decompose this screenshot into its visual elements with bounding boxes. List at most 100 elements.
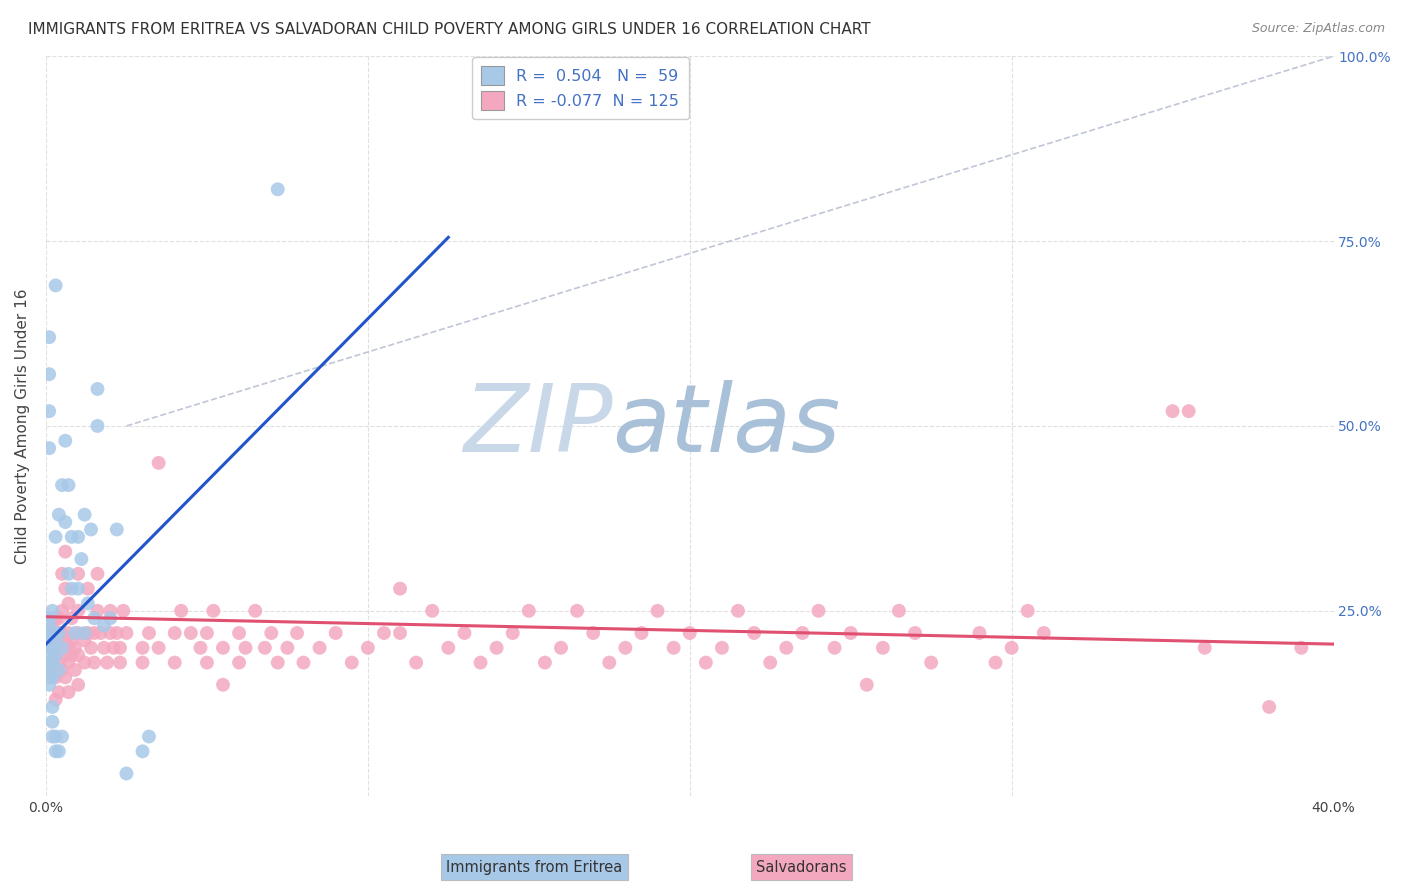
Point xyxy=(96,656,118,670)
Point xyxy=(235,640,257,655)
Point xyxy=(470,656,492,670)
Y-axis label: Child Poverty Among Girls Under 16: Child Poverty Among Girls Under 16 xyxy=(15,288,30,564)
Point xyxy=(775,640,797,655)
Point xyxy=(887,604,910,618)
Point xyxy=(1017,604,1039,618)
Point xyxy=(51,730,73,744)
Point xyxy=(267,182,290,196)
Point xyxy=(60,530,83,544)
Point xyxy=(969,626,991,640)
Point xyxy=(93,640,115,655)
Point xyxy=(253,640,276,655)
Point xyxy=(190,640,212,655)
Point xyxy=(86,419,108,434)
Point xyxy=(437,640,460,655)
Point xyxy=(41,626,63,640)
Point xyxy=(51,640,73,655)
Point xyxy=(872,640,894,655)
Point xyxy=(53,515,76,529)
Point xyxy=(245,604,267,618)
Point xyxy=(63,640,86,655)
Point xyxy=(170,604,193,618)
Point xyxy=(38,330,60,344)
Point xyxy=(163,656,186,670)
Point xyxy=(792,626,814,640)
Point xyxy=(80,640,103,655)
Point xyxy=(38,611,60,625)
Point xyxy=(389,626,412,640)
Point xyxy=(373,626,395,640)
Point xyxy=(63,663,86,677)
Point xyxy=(67,530,90,544)
Point xyxy=(582,626,605,640)
Point xyxy=(48,626,70,640)
Point xyxy=(38,626,60,640)
Point xyxy=(550,640,572,655)
Point xyxy=(60,582,83,596)
Point xyxy=(58,640,80,655)
Point xyxy=(920,656,942,670)
Point xyxy=(86,604,108,618)
Point xyxy=(45,530,67,544)
Point xyxy=(41,626,63,640)
Point xyxy=(389,582,412,596)
Point xyxy=(51,566,73,581)
Point xyxy=(51,640,73,655)
Point xyxy=(45,730,67,744)
Point xyxy=(598,656,620,670)
Point xyxy=(45,611,67,625)
Point xyxy=(41,604,63,618)
Point xyxy=(695,656,717,670)
Text: atlas: atlas xyxy=(613,381,841,472)
Point xyxy=(53,648,76,663)
Point xyxy=(58,656,80,670)
Point xyxy=(984,656,1007,670)
Point xyxy=(41,730,63,744)
Point xyxy=(131,744,153,758)
Point xyxy=(38,367,60,381)
Point xyxy=(614,640,637,655)
Point xyxy=(53,434,76,448)
Point xyxy=(60,611,83,625)
Point xyxy=(58,626,80,640)
Point xyxy=(51,478,73,492)
Point xyxy=(502,626,524,640)
Point xyxy=(48,663,70,677)
Point xyxy=(48,626,70,640)
Point xyxy=(727,604,749,618)
Point xyxy=(839,626,862,640)
Point xyxy=(48,611,70,625)
Point xyxy=(1291,640,1313,655)
Point xyxy=(67,582,90,596)
Point xyxy=(41,640,63,655)
Point xyxy=(83,656,105,670)
Point xyxy=(855,678,877,692)
Point xyxy=(105,626,128,640)
Point xyxy=(48,685,70,699)
Point xyxy=(53,544,76,558)
Point xyxy=(41,656,63,670)
Point xyxy=(325,626,347,640)
Text: Source: ZipAtlas.com: Source: ZipAtlas.com xyxy=(1251,22,1385,36)
Point xyxy=(73,508,96,522)
Point xyxy=(212,640,235,655)
Point xyxy=(45,278,67,293)
Point xyxy=(357,640,380,655)
Point xyxy=(453,626,475,640)
Point xyxy=(98,626,121,640)
Point xyxy=(83,611,105,625)
Point xyxy=(73,633,96,648)
Point xyxy=(1258,700,1281,714)
Point xyxy=(180,626,202,640)
Point xyxy=(202,604,225,618)
Point xyxy=(1177,404,1199,418)
Point xyxy=(148,456,170,470)
Point xyxy=(103,640,125,655)
Point xyxy=(67,604,90,618)
Point xyxy=(41,670,63,684)
Point xyxy=(45,744,67,758)
Point xyxy=(308,640,330,655)
Point xyxy=(228,656,250,670)
Point xyxy=(163,626,186,640)
Point xyxy=(48,640,70,655)
